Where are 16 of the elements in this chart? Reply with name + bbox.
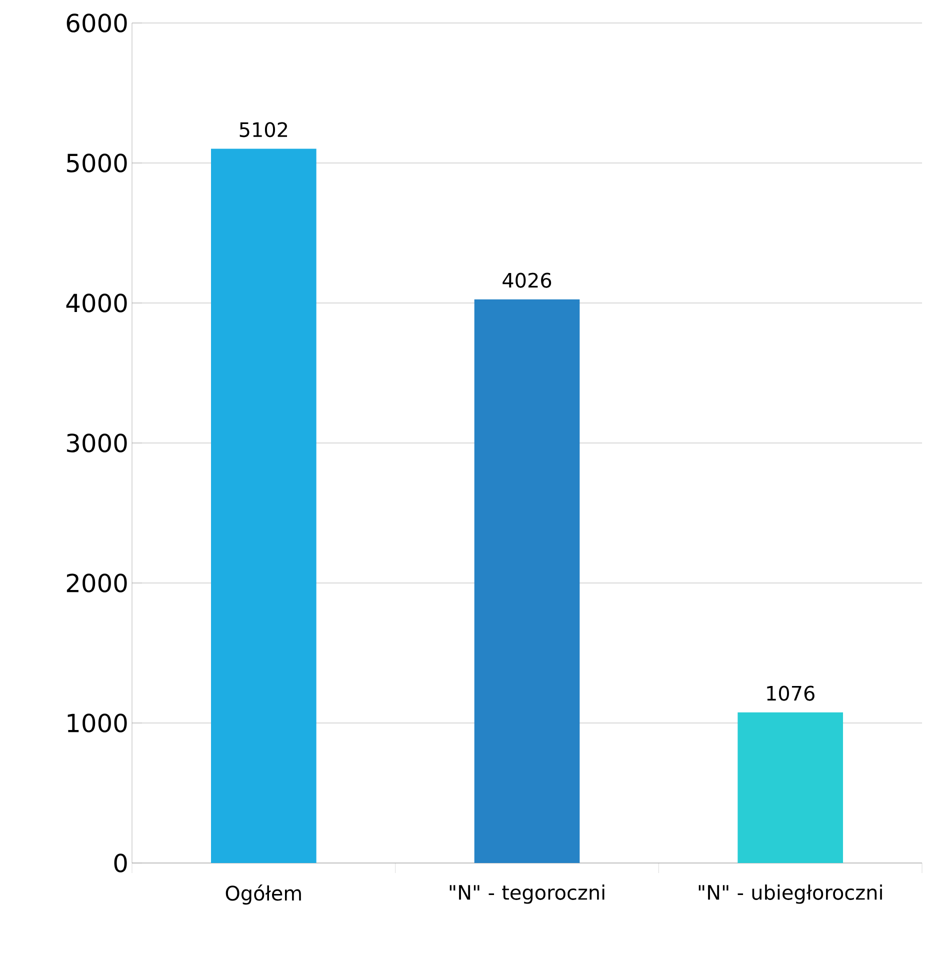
x-tick-label: "N" - tegoroczni [450, 884, 604, 904]
bar [738, 712, 844, 863]
data-label: 5102 [240, 122, 288, 138]
y-tick-label: 2000 [66, 574, 127, 592]
y-tick-label: 3000 [66, 434, 127, 452]
y-tick-label: 5000 [67, 154, 127, 172]
y-tick-label: 1000 [68, 714, 127, 732]
data-label: 4026 [502, 272, 552, 288]
y-tick-label: 0 [114, 854, 127, 872]
y-tick-label: 6000 [66, 14, 127, 32]
bar [474, 299, 580, 863]
x-tick-label: "N" - ubiegłoroczni [698, 884, 882, 904]
data-label: 1076 [767, 686, 814, 701]
x-tick-label: Ogółem [226, 884, 301, 905]
bar [211, 148, 316, 863]
y-tick-label: 4000 [66, 294, 127, 312]
